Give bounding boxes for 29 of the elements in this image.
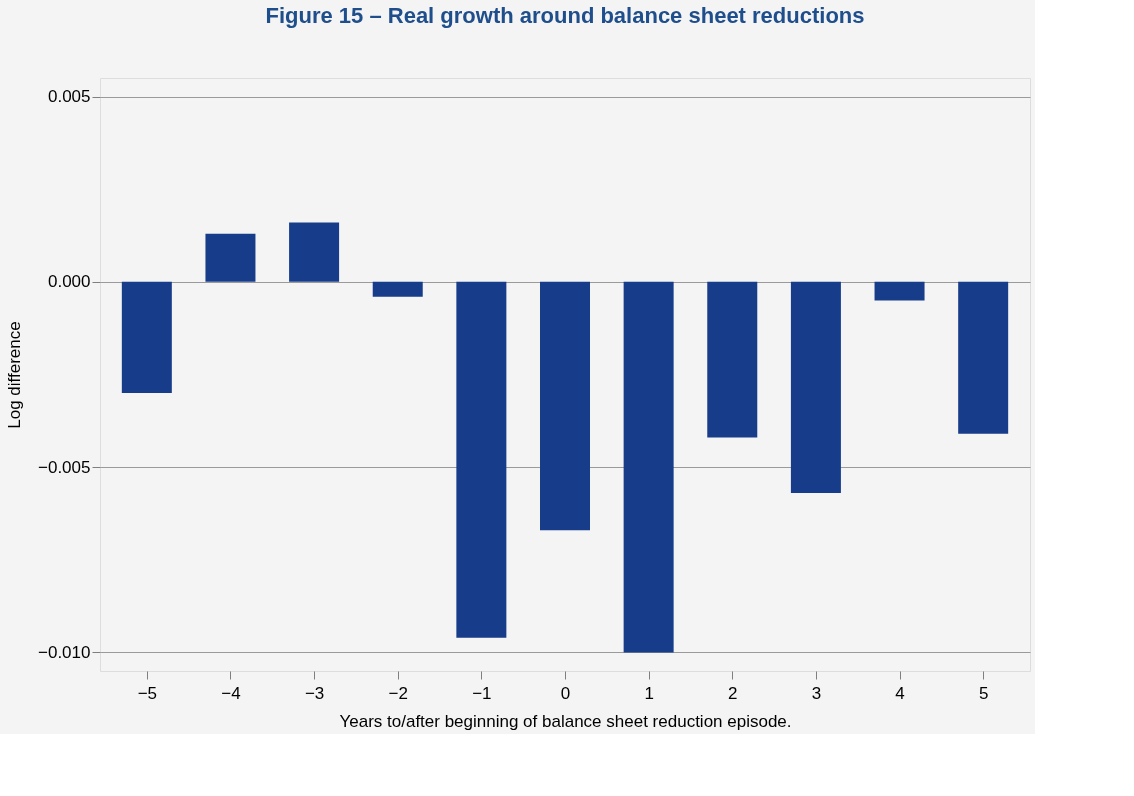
bar [121,281,172,394]
x-tick-label: −3 [304,683,325,703]
y-tick-label: 0.005 [47,87,91,107]
bar [289,222,340,282]
y-axis-title: Log difference [5,321,25,429]
y-tick-label: 0.000 [47,272,91,292]
bar [958,281,1009,434]
chart-title: Figure 15 – Real growth around balance sheet reductions [265,3,865,28]
x-tick-label: −4 [221,683,241,703]
x-tick-label: −2 [388,683,408,703]
bar [205,233,256,282]
bar [790,281,841,494]
y-tick-label: −0.005 [38,457,91,477]
bar [707,281,758,438]
x-axis-title: Years to/after beginning of balance sheet reduction episode. [339,711,792,731]
x-tick-label: −5 [137,683,158,703]
bar [623,281,674,653]
x-tick-label: 3 [811,683,822,703]
x-tick-label: 5 [978,683,989,703]
x-tick-label: −1 [472,683,492,703]
x-tick-label: 0 [560,683,571,703]
bar [874,281,925,301]
x-tick-label: 2 [728,683,738,703]
bar [372,281,423,297]
y-tick-label: −0.010 [38,642,91,662]
bar [540,281,590,531]
x-tick-label: 1 [644,683,654,703]
x-tick-label: 4 [895,683,905,703]
bar [456,281,507,638]
